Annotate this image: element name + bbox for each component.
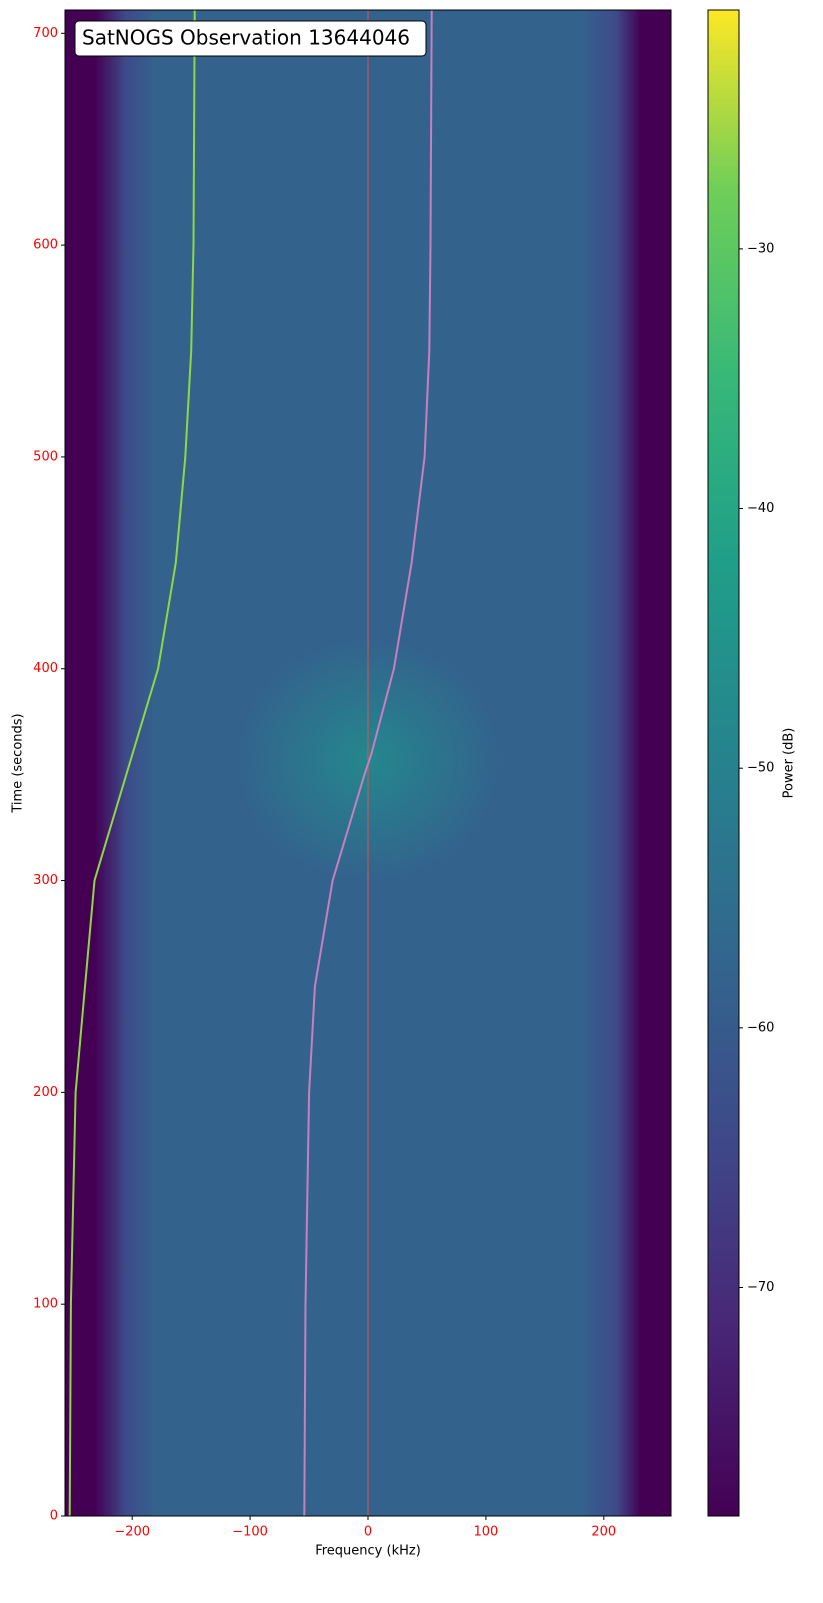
x-tick-label: −200	[114, 1525, 150, 1540]
y-tick-label: 200	[33, 1085, 58, 1100]
signal-trace	[68, 9, 196, 1517]
x-axis-label: Frequency (kHz)	[315, 1544, 421, 1559]
chart-title: SatNOGS Observation 13644046	[82, 26, 410, 50]
colorbar-tick-label: −50	[747, 761, 774, 776]
x-tick-label: 0	[364, 1525, 372, 1540]
y-tick-label: 0	[50, 1509, 58, 1524]
colorbar-tick-label: −60	[747, 1020, 774, 1035]
y-tick-label: 500	[33, 449, 58, 464]
title-box	[74, 20, 427, 57]
y-tick-label: 400	[33, 661, 58, 676]
colorbar-label: Power (dB)	[782, 728, 797, 799]
colorbar-tick-label: −70	[747, 1280, 774, 1295]
colorbar-tick-label: −30	[747, 241, 774, 256]
y-tick-label: 300	[33, 873, 58, 888]
colorbar	[707, 9, 740, 1517]
x-tick-label: 100	[473, 1525, 498, 1540]
signal-trace	[303, 9, 433, 1517]
y-tick-label: 600	[33, 238, 58, 253]
x-tick-label: 200	[591, 1525, 616, 1540]
y-tick-label: 100	[33, 1297, 58, 1312]
colorbar-tick-label: −40	[747, 501, 774, 516]
y-axis-label: Time (seconds)	[11, 713, 26, 813]
y-tick-label: 700	[33, 26, 58, 41]
x-tick-label: −100	[232, 1525, 268, 1540]
